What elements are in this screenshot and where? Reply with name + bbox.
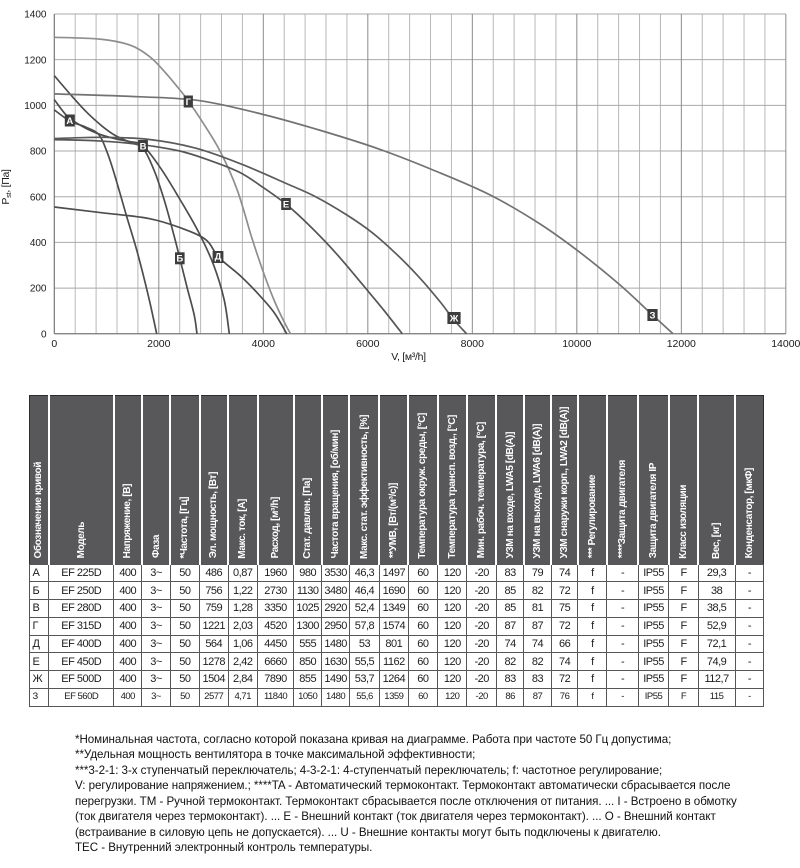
svg-text:Ж: Ж [449,313,459,324]
svg-text:Г: Г [186,97,192,108]
svg-text:1200: 1200 [24,55,47,66]
svg-text:4000: 4000 [252,338,276,350]
svg-text:200: 200 [30,284,47,295]
svg-text:В: В [140,141,147,152]
svg-text:8000: 8000 [461,338,485,350]
svg-text:400: 400 [30,238,47,249]
svg-text:1400: 1400 [24,10,47,21]
svg-text:А: А [66,116,73,127]
svg-text:Б: Б [176,254,183,265]
svg-text:Pst, [Па]: Pst, [Па] [0,169,13,205]
svg-text:1000: 1000 [24,101,47,112]
svg-text:600: 600 [30,192,47,203]
svg-text:0: 0 [51,338,57,350]
svg-text:800: 800 [30,147,47,158]
svg-text:6000: 6000 [356,338,380,350]
svg-text:З: З [650,310,656,321]
svg-text:14000: 14000 [771,338,800,350]
svg-text:Е: Е [283,199,289,210]
svg-text:10000: 10000 [562,338,591,350]
svg-text:0: 0 [41,329,47,340]
svg-text:Д: Д [215,252,222,263]
svg-text:2000: 2000 [147,338,171,350]
svg-text:V, [м³/h]: V, [м³/h] [391,351,426,363]
svg-text:12000: 12000 [667,338,696,350]
